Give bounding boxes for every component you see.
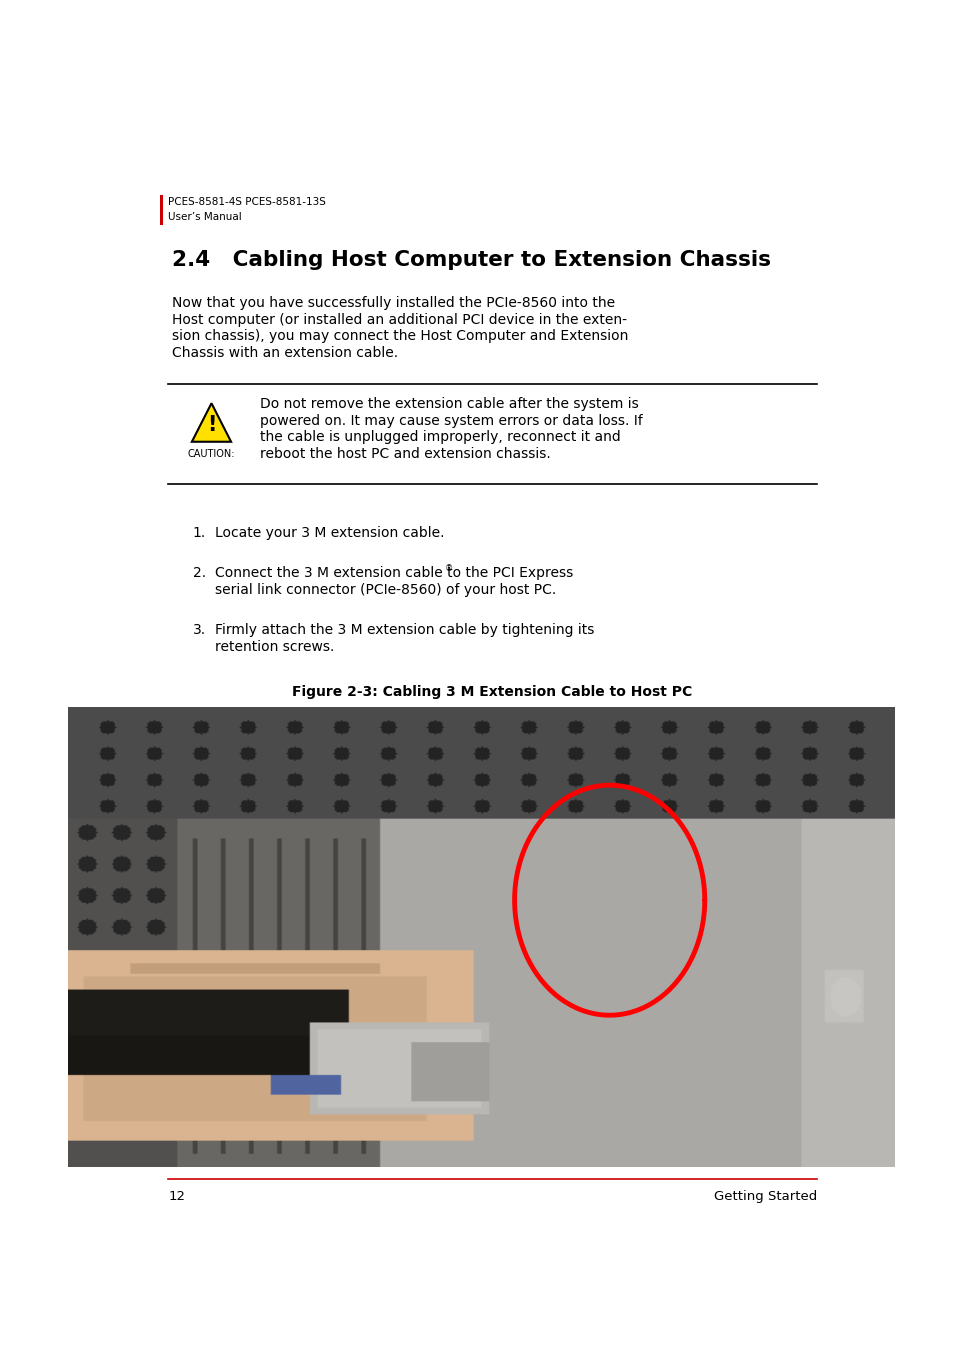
Polygon shape bbox=[192, 403, 231, 442]
Text: ®: ® bbox=[445, 564, 453, 573]
Text: Chassis with an extension cable.: Chassis with an extension cable. bbox=[172, 346, 397, 360]
Text: 1.: 1. bbox=[193, 526, 206, 541]
Text: Do not remove the extension cable after the system is: Do not remove the extension cable after … bbox=[259, 397, 638, 411]
Text: Locate your 3 M extension cable.: Locate your 3 M extension cable. bbox=[214, 526, 443, 541]
Text: CAUTION:: CAUTION: bbox=[188, 449, 235, 460]
Text: serial link connector (PCIe-8560) of your host PC.: serial link connector (PCIe-8560) of you… bbox=[214, 583, 556, 598]
Text: reboot the host PC and extension chassis.: reboot the host PC and extension chassis… bbox=[259, 446, 550, 461]
Text: 3.: 3. bbox=[193, 623, 206, 638]
Text: User’s Manual: User’s Manual bbox=[168, 211, 241, 222]
Text: the cable is unplugged improperly, reconnect it and: the cable is unplugged improperly, recon… bbox=[259, 430, 619, 445]
Text: powered on. It may cause system errors or data loss. If: powered on. It may cause system errors o… bbox=[259, 414, 641, 427]
Text: PCES-8581-4S PCES-8581-13S: PCES-8581-4S PCES-8581-13S bbox=[168, 197, 326, 207]
Text: Connect the 3 M extension cable to the PCI Express: Connect the 3 M extension cable to the P… bbox=[214, 566, 572, 580]
Text: Firmly attach the 3 M extension cable by tightening its: Firmly attach the 3 M extension cable by… bbox=[214, 623, 594, 638]
Text: Figure 2-3: Cabling 3 M Extension Cable to Host PC: Figure 2-3: Cabling 3 M Extension Cable … bbox=[292, 685, 692, 699]
Text: retention screws.: retention screws. bbox=[214, 639, 334, 654]
Text: Getting Started: Getting Started bbox=[713, 1190, 816, 1203]
Text: Host computer (or installed an additional PCI device in the exten-: Host computer (or installed an additiona… bbox=[172, 312, 626, 327]
Text: Now that you have successfully installed the PCIe-8560 into the: Now that you have successfully installed… bbox=[172, 296, 615, 310]
Text: !: ! bbox=[207, 415, 216, 435]
Text: 12: 12 bbox=[168, 1190, 185, 1203]
FancyBboxPatch shape bbox=[160, 195, 163, 226]
Text: 2.4   Cabling Host Computer to Extension Chassis: 2.4 Cabling Host Computer to Extension C… bbox=[172, 250, 770, 270]
Text: sion chassis), you may connect the Host Computer and Extension: sion chassis), you may connect the Host … bbox=[172, 330, 628, 343]
Text: 2.: 2. bbox=[193, 566, 206, 580]
